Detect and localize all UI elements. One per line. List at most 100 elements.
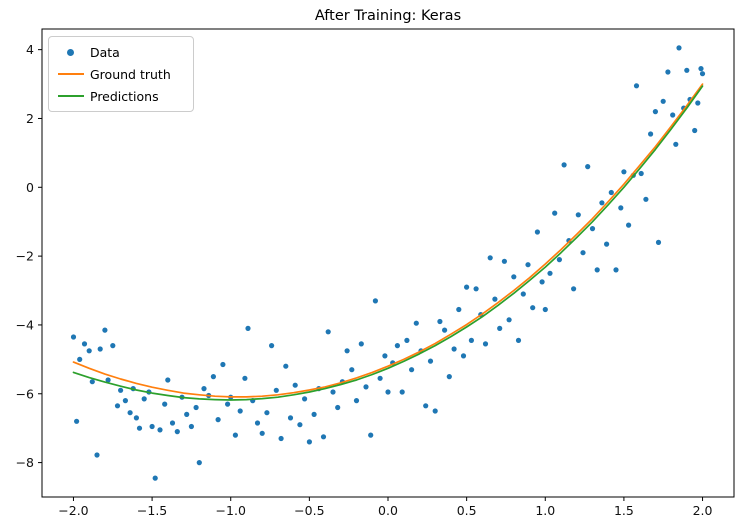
scatter-point [699,71,706,77]
scatter-point [520,291,526,297]
scatter-point [473,286,479,292]
scatter-point [432,408,438,414]
scatter-point [259,430,265,436]
scatter-point [287,415,294,421]
scatter-point [201,386,207,392]
x-tick-label: 2.0 [693,503,713,518]
scatter-point [621,169,627,175]
scatter-point [530,305,536,311]
y-tick-label: −6 [16,386,34,401]
scatter-point [196,460,202,466]
scatter-point [652,109,659,115]
scatter-point [673,141,679,147]
scatter-point [511,274,517,280]
scatter-point [427,358,434,364]
scatter-point [237,408,243,414]
scatter-point [497,325,503,331]
scatter-point [254,420,261,426]
scatter-point [368,432,374,438]
data-marker-icon [67,48,74,56]
scatter-point [676,45,682,51]
x-tick-label: −2.0 [58,503,88,518]
scatter-point [409,367,415,373]
y-tick-label: 0 [26,180,34,195]
scatter-point [648,131,654,137]
scatter-point [97,346,103,352]
scatter-point [423,403,429,409]
scatter-point [643,196,649,202]
scatter-point [684,67,690,73]
ground-truth-line-icon [57,73,84,75]
scatter-point [698,66,704,72]
scatter-point [525,262,531,268]
scatter-point [372,298,378,304]
scatter-point [665,69,671,75]
scatter-point [552,210,558,216]
scatter-point [157,427,163,433]
scatter-point [297,422,303,428]
legend-handle [57,48,84,56]
scatter-point [492,296,498,302]
scatter-point [604,241,610,247]
scatter-point [633,83,640,89]
scatter-point [442,327,448,333]
x-tick-label: 0.0 [378,503,398,518]
scatter-point [626,222,632,228]
scatter-point [174,429,180,435]
scatter-point [127,410,133,416]
legend-label-data: Data [90,44,120,60]
scatter-point [456,306,462,313]
legend-label-predictions: Predictions [90,88,159,104]
scatter-point [330,389,336,395]
scatter-point [273,387,279,393]
scatter-point [74,418,80,424]
scatter-point [547,270,553,276]
y-tick-label: −8 [16,455,34,470]
scatter-point [133,415,139,421]
y-tick-label: −4 [16,317,34,332]
scatter-point [225,401,231,407]
scatter-point [377,375,383,381]
scatter-point [575,212,581,218]
x-tick-label: −1.5 [137,503,167,518]
scatter-point [105,377,111,383]
scatter-point [232,432,238,438]
line-ground-truth [72,83,704,398]
scatter-point [660,98,666,104]
x-tick-label: 0.5 [457,503,477,518]
scatter-point [695,100,701,106]
x-tick-label: 1.5 [614,503,634,518]
scatter-point [165,377,171,383]
legend-item-ground-truth: Ground truth [57,65,183,83]
scatter-point [118,387,124,393]
scatter-point [188,423,194,430]
scatter-point [487,255,493,261]
scatter-point [539,279,545,285]
scatter-point [70,334,77,340]
legend-handle [57,73,84,75]
scatter-point [561,162,567,168]
scatter-point [292,382,298,388]
scatter-point [670,112,676,118]
y-tick-label: 4 [26,42,34,57]
scatter-point [599,200,605,206]
scatter-point [580,250,586,256]
scatter-point [193,404,199,411]
scatter-point [102,327,108,333]
scatter-point [136,425,143,431]
scatter-point [618,205,624,211]
scatter-point [325,329,331,335]
scatter-point [594,267,600,273]
scatter-point [122,398,128,404]
scatter-point [152,475,158,481]
scatter-point [566,238,572,244]
scatter-point [311,411,317,417]
scatter-point [437,318,443,325]
y-tick-label: −2 [16,249,34,264]
scatter-point [141,396,147,402]
legend-handle [57,95,84,97]
scatter-point [94,452,100,458]
scatter-point [114,403,121,409]
scatter-point [86,348,92,354]
scatter-point [184,411,190,417]
